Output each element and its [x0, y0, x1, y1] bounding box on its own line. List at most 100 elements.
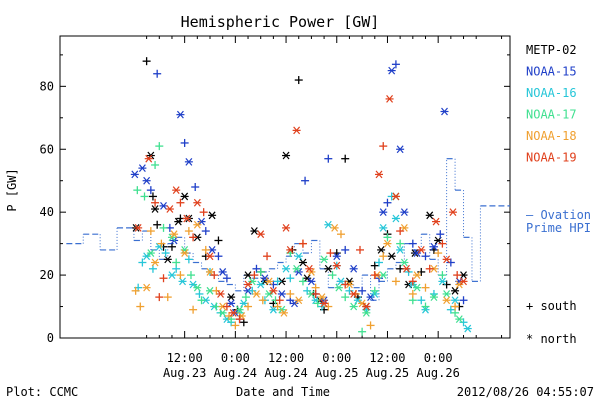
data-point — [142, 176, 151, 185]
x-axis-label: Date and Time — [236, 385, 330, 399]
x-tick-date: Aug.25 — [366, 366, 409, 380]
data-point — [455, 315, 464, 324]
data-point — [298, 277, 307, 286]
data-point — [434, 236, 443, 245]
data-point — [275, 296, 284, 305]
data-point — [199, 208, 208, 217]
data-point — [222, 302, 231, 311]
data-point — [180, 192, 189, 201]
data-point — [326, 249, 335, 258]
data-point — [133, 186, 142, 195]
x-tick-time: 0:00 — [322, 351, 351, 365]
x-tick-date: Aug.24 — [214, 366, 257, 380]
data-point — [167, 271, 176, 279]
y-tick-label: 0 — [47, 331, 54, 345]
data-point — [184, 227, 193, 236]
data-point — [336, 230, 345, 239]
x-axis: 12:00Aug.230:00Aug.2412:00Aug.240:00Aug.… — [146, 36, 503, 380]
data-point — [421, 302, 430, 311]
legend-ovation-line2: Prime HPI — [526, 221, 591, 235]
data-point — [165, 205, 174, 213]
x-tick-date: Aug.24 — [264, 366, 307, 380]
data-point — [191, 183, 200, 191]
x-tick-date: Aug.25 — [315, 366, 358, 380]
data-point — [370, 261, 379, 270]
data-point — [227, 299, 236, 308]
x-tick-time: 12:00 — [167, 351, 203, 365]
data-point — [146, 227, 155, 236]
x-tick-time: 0:00 — [424, 351, 453, 365]
data-point — [256, 230, 265, 239]
data-point — [442, 280, 451, 289]
data-point — [440, 107, 449, 116]
data-point — [307, 277, 316, 286]
data-point — [413, 283, 422, 292]
legend-entry: NOAA-19 — [526, 151, 577, 165]
data-point — [279, 308, 288, 317]
data-point — [438, 271, 447, 280]
data-point — [442, 296, 451, 305]
data-point — [159, 223, 168, 232]
data-point — [358, 299, 367, 308]
data-point — [216, 290, 225, 298]
data-point — [448, 208, 457, 217]
data-point — [396, 239, 405, 248]
data-point — [252, 290, 261, 298]
data-point — [273, 302, 282, 311]
data-point — [138, 164, 147, 173]
data-point — [391, 277, 400, 286]
data-point — [252, 264, 261, 273]
data-point — [172, 186, 181, 195]
data-point — [387, 252, 396, 261]
data-point — [446, 305, 455, 314]
x-tick-time: 12:00 — [268, 351, 304, 365]
data-point — [298, 239, 307, 248]
data-point — [336, 277, 345, 286]
data-point — [142, 283, 151, 292]
data-point — [146, 249, 155, 257]
data-point — [195, 289, 204, 298]
data-point — [332, 261, 341, 270]
data-point — [301, 176, 310, 185]
data-point — [201, 227, 210, 236]
data-point — [235, 315, 244, 324]
data-point — [273, 277, 282, 286]
data-point — [201, 245, 210, 254]
data-point — [358, 327, 367, 336]
data-point — [332, 252, 341, 261]
data-point — [453, 271, 462, 280]
data-point — [421, 283, 430, 292]
data-point — [459, 277, 468, 286]
data-point — [138, 258, 147, 267]
legend-ovation-line1: — Ovation — [526, 208, 591, 222]
data-point — [170, 230, 179, 239]
data-point — [265, 290, 274, 298]
y-axis: 0 20 40 60 80 — [40, 54, 510, 345]
data-point — [341, 245, 350, 254]
data-point — [370, 286, 379, 295]
data-point — [421, 252, 430, 261]
data-point — [218, 308, 227, 317]
data-point — [417, 267, 426, 276]
data-point — [167, 242, 176, 251]
data-point — [134, 224, 143, 232]
data-point — [400, 208, 409, 217]
data-point — [400, 258, 409, 267]
data-point — [356, 245, 364, 254]
data-point — [148, 192, 157, 201]
data-point — [377, 246, 386, 254]
plot-frame — [59, 35, 511, 339]
data-point — [341, 280, 350, 289]
data-point — [193, 283, 202, 292]
satellite-marks — [130, 57, 472, 336]
y-tick-label: 20 — [40, 268, 54, 282]
data-point — [239, 299, 248, 308]
data-point — [189, 305, 198, 314]
data-point — [324, 302, 333, 311]
data-point — [231, 321, 240, 330]
data-point — [157, 239, 166, 248]
data-point — [451, 296, 460, 305]
data-point — [161, 249, 170, 258]
data-point — [436, 230, 445, 239]
data-point — [362, 302, 371, 311]
